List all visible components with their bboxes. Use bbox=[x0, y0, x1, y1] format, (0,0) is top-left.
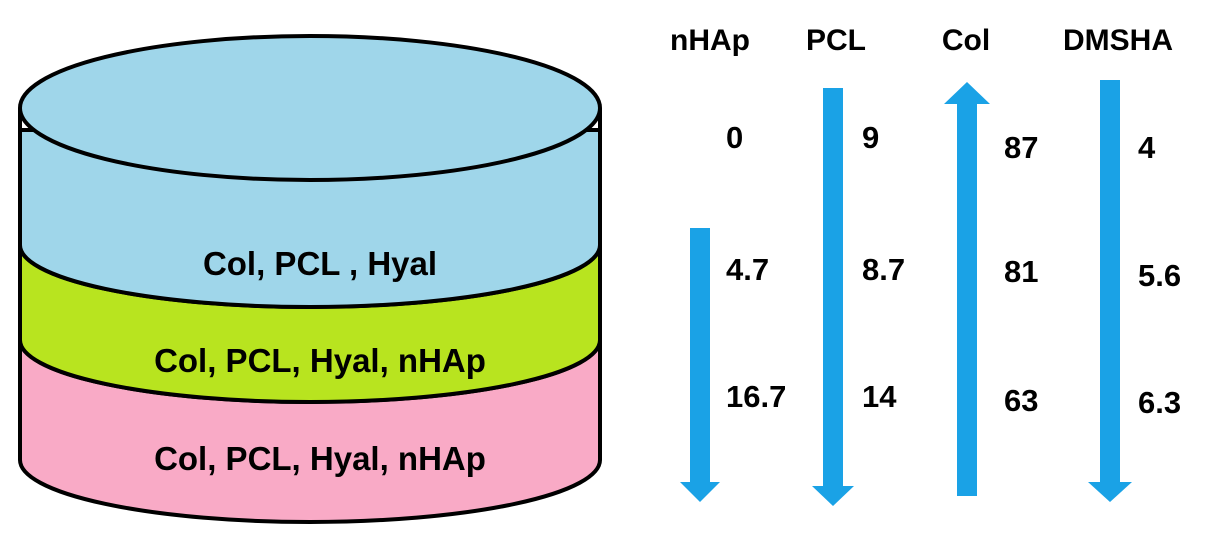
dmsha-value-bottom: 6.3 bbox=[1138, 385, 1181, 420]
nhap-value-top: 0 bbox=[726, 120, 743, 155]
top-layer-label: Col, PCL , Hyal bbox=[203, 245, 437, 282]
dmsha-down-arrow bbox=[1088, 80, 1132, 502]
col-value-middle: 81 bbox=[1004, 254, 1038, 289]
header-pcl: PCL bbox=[806, 24, 866, 57]
col-value-top: 87 bbox=[1004, 130, 1038, 165]
middle-layer-label: Col, PCL, Hyal, nHAp bbox=[154, 342, 486, 379]
header-nhap: nHAp bbox=[670, 24, 750, 57]
pcl-value-middle: 8.7 bbox=[862, 252, 905, 287]
header-col: Col bbox=[942, 24, 990, 57]
pcl-down-arrow bbox=[812, 88, 854, 506]
header-dmsha: DMSHA bbox=[1063, 24, 1173, 57]
nhap-value-bottom: 16.7 bbox=[726, 379, 786, 414]
pcl-value-bottom: 14 bbox=[862, 379, 897, 414]
dmsha-value-middle: 5.6 bbox=[1138, 258, 1181, 293]
top-layer bbox=[18, 128, 602, 309]
nhap-value-middle: 4.7 bbox=[726, 252, 769, 287]
col-up-arrow bbox=[944, 82, 990, 496]
col-value-bottom: 63 bbox=[1004, 383, 1038, 418]
bottom-layer-label: Col, PCL, Hyal, nHAp bbox=[154, 440, 486, 477]
dmsha-value-top: 4 bbox=[1138, 130, 1156, 165]
pcl-value-top: 9 bbox=[862, 120, 879, 155]
nhap-down-arrow bbox=[680, 228, 720, 502]
cylinder-top-face bbox=[18, 34, 602, 182]
